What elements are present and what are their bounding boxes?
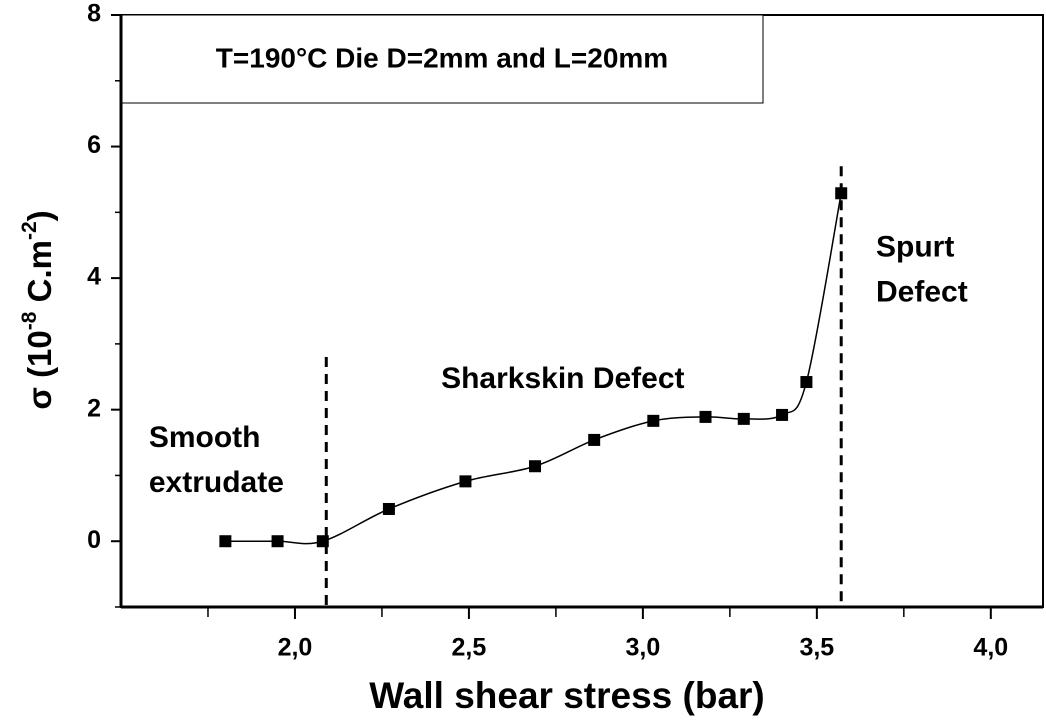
data-point <box>699 410 712 423</box>
data-point <box>776 408 789 421</box>
y-label-sup: -8 <box>18 311 41 330</box>
annotation: Spurt <box>876 230 954 263</box>
y-tick-label: 0 <box>87 526 101 554</box>
x-axis-label: Wall shear stress (bar) <box>369 675 765 716</box>
data-point <box>588 433 601 446</box>
y-tick-label: 4 <box>87 263 101 291</box>
data-point <box>271 535 284 548</box>
x-tick-label: 2,5 <box>452 634 487 662</box>
data-point <box>316 535 329 548</box>
annotation: extrudate <box>149 466 284 499</box>
annotation: Sharkskin Defect <box>441 362 684 395</box>
data-point <box>529 460 542 473</box>
annotation: Smooth <box>149 421 261 454</box>
data-point <box>459 475 472 488</box>
annotation: Defect <box>876 275 968 308</box>
data-point <box>835 187 848 200</box>
x-tick-label: 3,0 <box>626 634 661 662</box>
x-tick-label: 2,0 <box>278 634 313 662</box>
data-point <box>382 502 395 515</box>
plot-frame <box>120 14 1044 608</box>
y-tick-label: 2 <box>87 394 101 422</box>
chart-title: T=190°C Die D=2mm and L=20mm <box>216 42 668 73</box>
y-label-part: σ (10 <box>21 330 58 409</box>
title-box <box>120 14 764 104</box>
data-point <box>647 414 660 427</box>
data-point <box>219 535 232 548</box>
x-tick-label: 4,0 <box>973 634 1008 662</box>
y-tick-label: 6 <box>87 131 101 159</box>
data-point <box>737 412 750 425</box>
y-tick-label: 8 <box>87 0 101 28</box>
y-label-sup: -2 <box>18 221 41 240</box>
data-point <box>800 376 813 389</box>
y-axis-label: σ (10-8 C.m-2) <box>18 210 58 409</box>
y-label-part: C.m <box>21 240 58 312</box>
x-tick-label: 3,5 <box>799 634 834 662</box>
y-label-part: ) <box>21 210 58 221</box>
